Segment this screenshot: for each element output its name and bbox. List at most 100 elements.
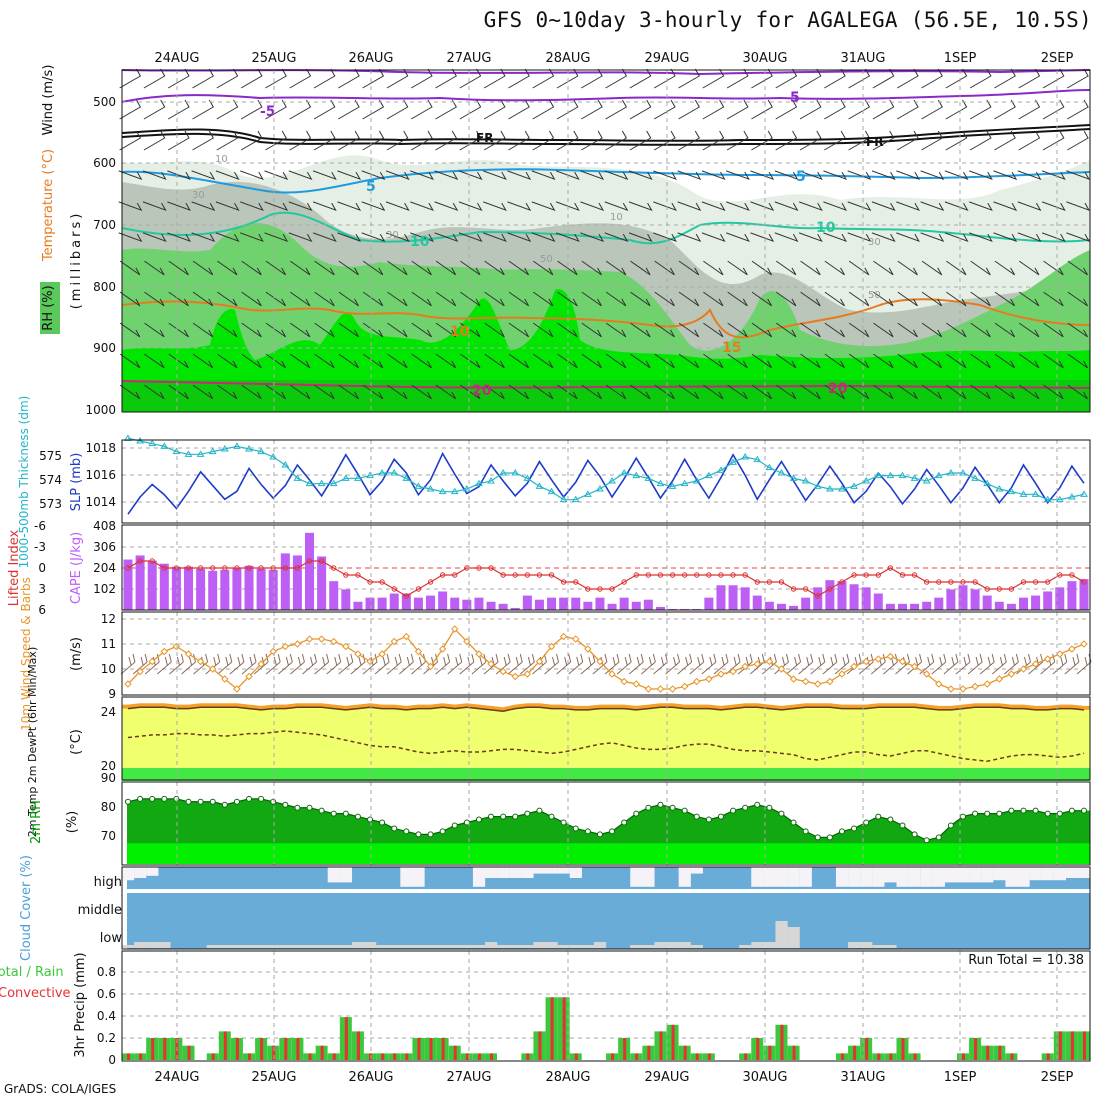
cape-bar [994, 601, 1004, 610]
precip-convective-bar [490, 1053, 494, 1060]
wind-barb [823, 232, 848, 243]
wind-barb [944, 170, 969, 181]
wind-barb [703, 322, 724, 338]
wind-barb [629, 68, 652, 89]
wind-barb [386, 653, 402, 675]
wind-barb [969, 170, 993, 181]
cape-bar [147, 560, 157, 610]
wind-barb [314, 653, 330, 675]
wind-barb [241, 291, 262, 307]
thickness-point [983, 479, 992, 487]
thickness-point [898, 471, 907, 479]
rh2m-label: 2m RH [29, 800, 44, 844]
lifted-index-point [149, 558, 155, 564]
wind-barb [314, 322, 335, 338]
cloud-low-clear [630, 945, 643, 948]
wind-barb [361, 201, 386, 212]
wind-barb [434, 170, 459, 181]
lifted-index-point [875, 572, 881, 578]
lifted-index-point [609, 586, 615, 592]
contour-label: 20 [828, 381, 848, 397]
wind-barb [361, 170, 386, 181]
rh-point [367, 816, 374, 823]
lifted-index-point [585, 586, 591, 592]
wind-barb [775, 130, 798, 151]
wind-barb [217, 353, 238, 369]
precip-convective-bar [877, 1053, 881, 1060]
precip-convective-bar [344, 1017, 348, 1060]
wind-barb [192, 384, 214, 400]
cloud-high-gap [896, 867, 909, 887]
wind-barb [169, 653, 184, 675]
wind-speed-point [342, 642, 350, 651]
wind-barb [581, 322, 602, 338]
wind-barb [167, 170, 191, 181]
lifted-index-point [923, 579, 930, 585]
wind-barb [1041, 232, 1066, 243]
wind-barb [654, 353, 675, 369]
temp-low-band [122, 767, 1090, 781]
wind-barb [484, 384, 505, 400]
upper-grid-h [122, 101, 1090, 349]
wind-barb [265, 260, 287, 276]
lifted-index-point [778, 579, 785, 585]
temp-fill [122, 707, 1090, 768]
precip-convective-bar [163, 1038, 167, 1060]
cloud-low-clear [134, 942, 147, 948]
lifted-index-point [439, 572, 446, 578]
cloud-band-separator [127, 889, 1090, 893]
wind-barb [217, 653, 233, 675]
rh-point [137, 795, 144, 802]
rh-point [488, 813, 495, 820]
wind-barb [871, 170, 896, 181]
rh-point [959, 813, 966, 820]
cape-bar [789, 605, 799, 610]
wind-barb [471, 653, 487, 675]
upper-wind-barbs [118, 68, 1091, 400]
cape-bar [934, 597, 944, 610]
wind-barb [848, 353, 870, 369]
wind-speed-point [269, 647, 277, 656]
cloud-low-clear [485, 942, 498, 948]
wind-barb [994, 130, 1016, 151]
cape-bar [317, 556, 327, 610]
lifted-index-point [355, 572, 361, 578]
wind-barb [848, 130, 871, 151]
wind-barb [240, 170, 264, 181]
cloud-low-clear [678, 942, 691, 948]
wind-barb [435, 653, 451, 675]
wind-speed-point [668, 685, 677, 693]
precip-convective-bar [574, 1053, 578, 1060]
wind-barb [848, 260, 870, 276]
wind-barb [337, 170, 362, 181]
wind-barb [703, 291, 724, 307]
lifted-index-point [730, 572, 736, 578]
wind-barb [217, 291, 238, 307]
wind-barb [920, 170, 945, 181]
wind-barb [120, 653, 136, 675]
wind-barb [824, 68, 846, 89]
wind-barb [751, 130, 773, 151]
thickness-point [172, 447, 181, 455]
lifted-index-point [258, 565, 264, 571]
wind-barb [168, 322, 189, 338]
lifted-index-point [960, 579, 966, 585]
rh-point [742, 804, 749, 811]
wind-barb [824, 130, 846, 151]
wind-barb [555, 232, 580, 243]
wind-barb [701, 232, 726, 243]
wind-barb [460, 291, 481, 307]
wind-barb [994, 353, 1016, 369]
wind-barb [142, 201, 167, 212]
lifted-index-point [210, 565, 216, 571]
lifted-index-point [512, 572, 518, 578]
wind-speed-point [305, 635, 314, 643]
wind-speed-series [124, 625, 1088, 693]
rh-point [258, 795, 265, 802]
wind-barb [435, 353, 457, 369]
wind-barb [677, 170, 702, 181]
bottom-day-labels: 24AUG 25AUG 26AUG 27AUG 28AUG 29AUG 30AU… [154, 1070, 1073, 1085]
rh-point [923, 837, 930, 844]
rh-point [657, 801, 664, 808]
wind-barb [118, 170, 143, 181]
